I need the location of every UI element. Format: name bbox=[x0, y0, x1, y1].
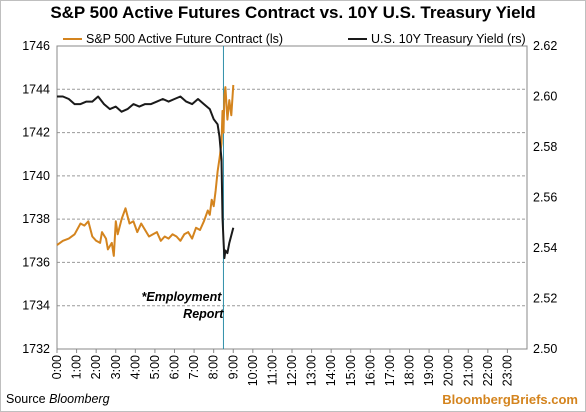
x-tick-label: 23:00 bbox=[500, 355, 514, 386]
x-tick-label: 9:00 bbox=[226, 355, 240, 379]
x-tick-label: 16:00 bbox=[363, 355, 377, 386]
brand-watermark: BloombergBriefs.com bbox=[442, 392, 578, 407]
series-line-sp500 bbox=[56, 84, 235, 257]
x-tick-label: 20:00 bbox=[442, 355, 456, 386]
x-tick-label: 21:00 bbox=[461, 355, 475, 386]
x-tick-label: 17:00 bbox=[383, 355, 397, 386]
annotation-line-1: *Employment bbox=[142, 290, 223, 304]
x-tick-label: 22:00 bbox=[481, 355, 495, 386]
series-line-10y-yield bbox=[57, 95, 235, 260]
legend: S&P 500 Active Future Contract (ls) U.S.… bbox=[63, 32, 526, 46]
right-tick-label: 2.56 bbox=[533, 191, 557, 205]
series-lines bbox=[56, 84, 235, 260]
x-tick-label: 18:00 bbox=[403, 355, 417, 386]
right-tick-label: 2.62 bbox=[533, 39, 557, 53]
legend-label-sp500: S&P 500 Active Future Contract (ls) bbox=[86, 32, 283, 46]
x-tick-label: 10:00 bbox=[246, 355, 260, 386]
right-tick-label: 2.52 bbox=[533, 292, 557, 306]
gridlines bbox=[57, 88, 527, 307]
right-tick-label: 2.50 bbox=[533, 342, 557, 356]
right-axis-ticks: 2.50 2.52 2.54 2.56 2.58 2.60 2.62 bbox=[533, 39, 557, 356]
x-tick-label: 4:00 bbox=[128, 355, 142, 379]
right-tick-label: 2.58 bbox=[533, 140, 557, 154]
chart-title: S&P 500 Active Futures Contract vs. 10Y … bbox=[50, 3, 535, 22]
left-axis-ticks: 1732 1734 1736 1738 1740 1742 1744 1746 bbox=[22, 39, 50, 356]
source-note: Source Bloomberg bbox=[6, 392, 110, 406]
left-tick-label: 1734 bbox=[22, 299, 50, 313]
x-tick-label: 8:00 bbox=[207, 355, 221, 379]
x-tick-label: 5:00 bbox=[148, 355, 162, 379]
legend-label-10y: U.S. 10Y Treasury Yield (rs) bbox=[371, 32, 526, 46]
x-tick-label: 11:00 bbox=[265, 355, 279, 385]
left-tick-label: 1742 bbox=[22, 126, 50, 140]
left-tick-label: 1732 bbox=[22, 342, 50, 356]
x-tick-label: 12:00 bbox=[285, 355, 299, 386]
x-tick-label: 6:00 bbox=[168, 355, 182, 379]
annotation-line-2: Report bbox=[183, 307, 224, 321]
x-tick-label: 7:00 bbox=[187, 355, 201, 379]
left-tick-label: 1738 bbox=[22, 212, 50, 226]
left-tick-label: 1736 bbox=[22, 255, 50, 269]
x-tick-label: 13:00 bbox=[305, 355, 319, 386]
source-prefix: Source bbox=[6, 392, 49, 406]
x-axis-ticks: 0:00 1:00 2:00 3:00 4:00 5:00 6:00 7:00 8:00 9:00… bbox=[50, 349, 514, 386]
right-tick-label: 2.54 bbox=[533, 241, 557, 255]
right-tick-label: 2.60 bbox=[533, 90, 557, 104]
x-tick-label: 14:00 bbox=[324, 355, 338, 386]
x-tick-label: 0:00 bbox=[50, 355, 64, 379]
source-name: Bloomberg bbox=[49, 392, 109, 406]
x-tick-label: 1:00 bbox=[70, 355, 84, 379]
x-tick-label: 19:00 bbox=[422, 355, 436, 386]
x-tick-label: 3:00 bbox=[109, 355, 123, 379]
left-tick-label: 1744 bbox=[22, 82, 50, 96]
left-tick-label: 1740 bbox=[22, 169, 50, 183]
x-tick-label: 2:00 bbox=[89, 355, 103, 379]
left-tick-label: 1746 bbox=[22, 39, 50, 53]
x-tick-label: 15:00 bbox=[344, 355, 358, 386]
